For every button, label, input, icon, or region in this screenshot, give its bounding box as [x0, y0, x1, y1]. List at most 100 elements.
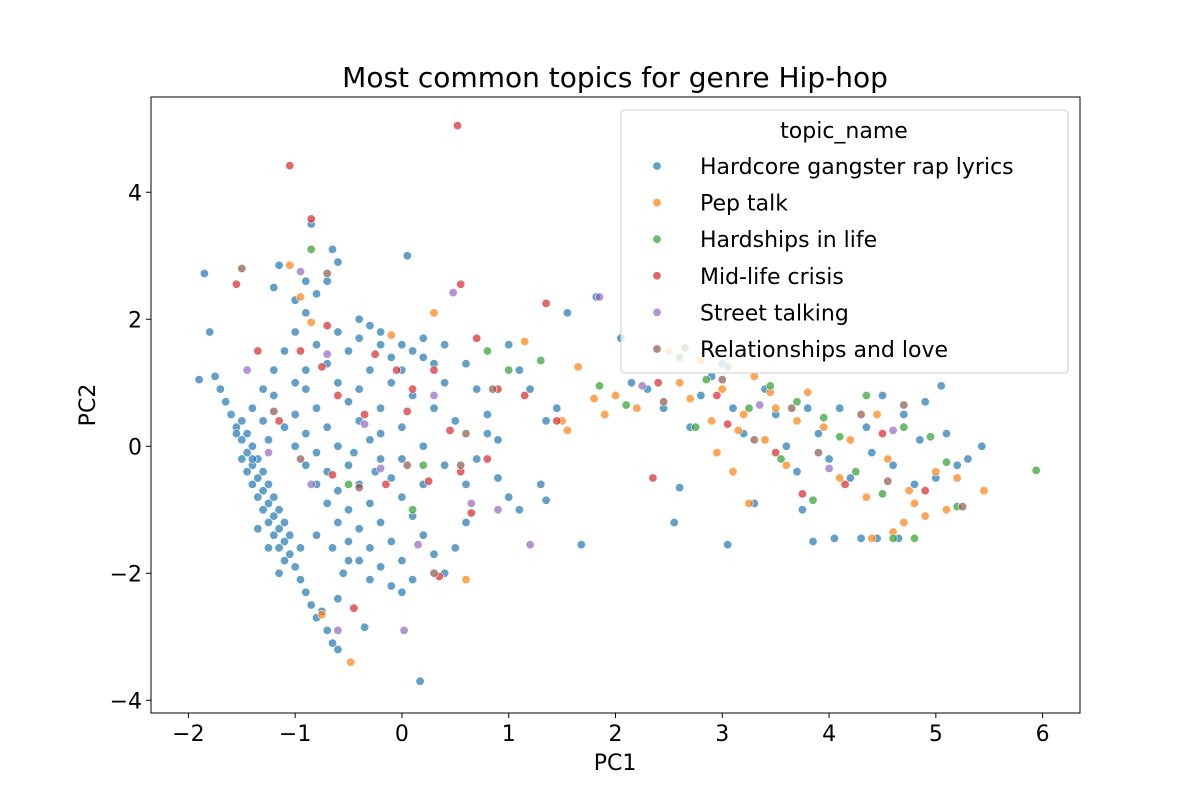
scatter-point	[675, 483, 685, 493]
scatter-point	[311, 403, 321, 413]
scatter-point	[797, 489, 807, 499]
x-axis-ticks: −2 −1 0 1 2 3 4 5 6	[172, 713, 1050, 747]
scatter-point	[413, 540, 423, 550]
scatter-point	[386, 378, 396, 388]
scatter-point	[253, 492, 263, 502]
scatter-point	[346, 657, 356, 667]
scatter-point	[594, 381, 604, 391]
scatter-point	[295, 454, 305, 464]
scatter-point	[295, 267, 305, 277]
scatter-point	[733, 425, 743, 435]
scatter-point	[899, 422, 909, 432]
scatter-point	[872, 409, 882, 419]
scatter-point	[258, 486, 268, 496]
scatter-point	[263, 517, 273, 527]
scatter-point	[360, 409, 370, 419]
scatter-point	[333, 486, 343, 496]
scatter-point	[792, 416, 802, 426]
scatter-point	[269, 365, 279, 375]
legend-marker	[652, 271, 662, 281]
scatter-point	[333, 378, 343, 388]
scatter-point	[429, 365, 439, 375]
scatter-point	[536, 355, 546, 365]
legend-label: Hardcore gangster rap lyrics	[700, 155, 1014, 180]
scatter-point	[317, 610, 327, 620]
y-axis-ticks: −4 −2 0 2 4	[110, 181, 151, 714]
scatter-point	[333, 257, 343, 267]
chart-title: Most common topics for genre Hip-hop	[342, 61, 888, 94]
scatter-point	[440, 378, 450, 388]
scatter-point	[365, 365, 375, 375]
scatter-point	[365, 321, 375, 331]
scatter-point	[482, 454, 492, 464]
scatter-point	[771, 448, 781, 458]
scatter-point	[327, 244, 337, 254]
scatter-point	[472, 333, 482, 343]
scatter-point	[376, 429, 386, 439]
scatter-point	[626, 378, 636, 388]
scatter-point	[365, 498, 375, 508]
scatter-point	[274, 568, 284, 578]
y-tick-label: −2	[110, 562, 142, 587]
scatter-point	[755, 400, 765, 410]
scatter-point	[920, 397, 930, 407]
scatter-point	[295, 543, 305, 553]
scatter-point	[712, 390, 722, 400]
scatter-point	[899, 409, 909, 419]
legend-items: Hardcore gangster rap lyrics Pep talk Hard…	[652, 155, 1014, 363]
scatter-point	[381, 479, 391, 489]
scatter-point	[792, 467, 802, 477]
scatter-point	[472, 384, 482, 394]
scatter-point	[301, 460, 311, 470]
scatter-point	[263, 435, 273, 445]
scatter-point	[520, 390, 530, 400]
scatter-point	[1031, 465, 1041, 475]
scatter-point	[386, 352, 396, 362]
scatter-point	[322, 268, 332, 278]
scatter-point	[765, 381, 775, 391]
legend-marker	[652, 198, 662, 208]
scatter-point	[333, 441, 343, 451]
scatter-point	[707, 416, 717, 426]
scatter-point	[659, 397, 669, 407]
scatter-point	[845, 473, 855, 483]
legend-label: Hardships in life	[700, 228, 877, 253]
scatter-point	[322, 349, 332, 359]
scatter-point	[333, 644, 343, 654]
scatter-point	[536, 479, 546, 489]
scatter-point	[333, 327, 343, 337]
scatter-point	[429, 308, 439, 318]
scatter-point	[576, 540, 586, 550]
scatter-point	[941, 457, 951, 467]
scatter-point	[343, 536, 353, 546]
scatter-point	[215, 384, 225, 394]
scatter-point	[541, 298, 551, 308]
scatter-point	[295, 292, 305, 302]
scatter-point	[861, 390, 871, 400]
scatter-point	[589, 394, 599, 404]
scatter-point	[237, 454, 247, 464]
scatter-point	[279, 536, 289, 546]
scatter-point	[242, 429, 252, 439]
scatter-point	[322, 276, 332, 286]
scatter-point	[504, 340, 514, 350]
scatter-point	[306, 317, 316, 327]
scatter-point	[418, 441, 428, 451]
scatter-point	[402, 406, 412, 416]
scatter-point	[977, 441, 987, 451]
scatter-point	[408, 346, 418, 356]
scatter-point	[920, 486, 930, 496]
scatter-point	[285, 549, 295, 559]
scatter-point	[365, 575, 375, 585]
legend-label: Relationships and love	[700, 338, 948, 363]
scatter-point	[450, 416, 460, 426]
scatter-point	[386, 581, 396, 591]
scatter-point	[397, 340, 407, 350]
scatter-point	[408, 575, 418, 585]
scatter-point	[744, 403, 754, 413]
scatter-point	[797, 505, 807, 515]
scatter-point	[290, 441, 300, 451]
y-tick-label: −4	[110, 689, 142, 714]
scatter-point	[376, 562, 386, 572]
scatter-point	[461, 359, 471, 369]
